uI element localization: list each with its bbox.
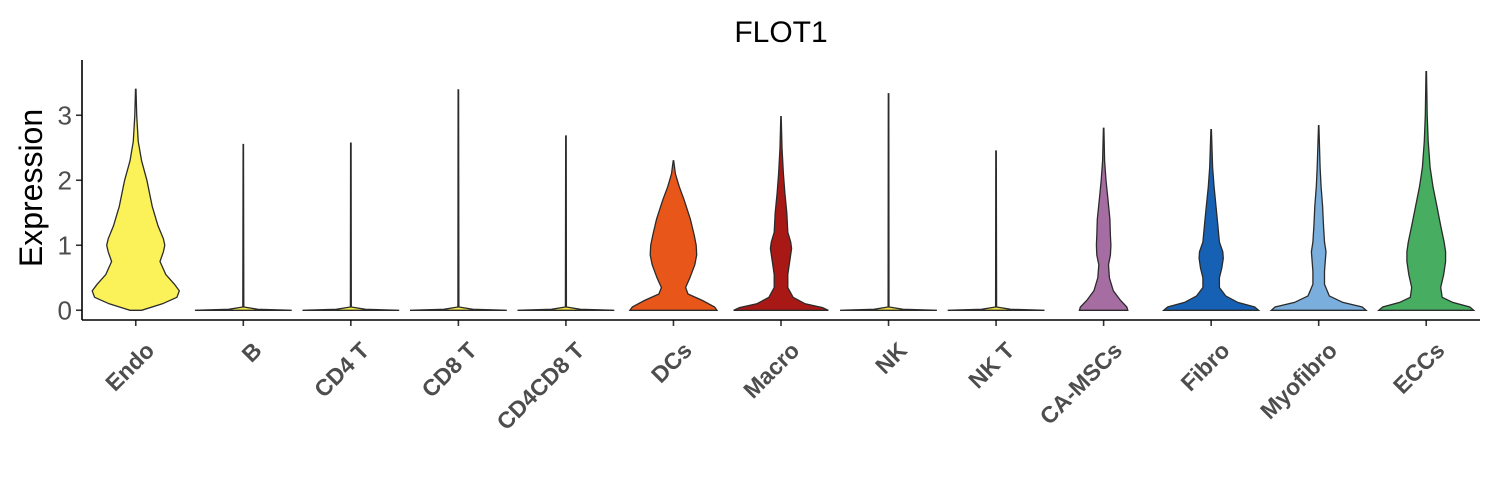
x-tick-label-myofibro: Myofibro — [1255, 337, 1342, 424]
x-tick-label-ca-mscs: CA-MSCs — [1035, 337, 1127, 429]
violin-cd4-t — [302, 142, 400, 311]
violin-cd4cd8-t — [517, 135, 615, 311]
x-tick-label-fibro: Fibro — [1176, 337, 1235, 396]
x-tick-label-b: B — [237, 337, 267, 367]
y-tick-label: 2 — [58, 165, 72, 195]
violin-endo — [91, 88, 181, 311]
violin-fibro — [1161, 128, 1261, 311]
x-tick-label-dcs: DCs — [646, 337, 697, 388]
violin-macro — [733, 115, 829, 311]
violin-b — [194, 143, 292, 311]
x-tick-label-eccs: ECCs — [1388, 337, 1450, 399]
violin-eccs — [1377, 71, 1476, 311]
violins-group — [91, 71, 1476, 311]
x-tick-label-endo: Endo — [100, 337, 159, 396]
y-axis-ticks: 0 1 2 3 — [58, 100, 82, 325]
violin-ca-mscs — [1078, 127, 1129, 311]
y-tick-label: 3 — [58, 100, 72, 130]
x-tick-label-cd4cd8-t: CD4CD8 T — [491, 337, 589, 435]
violin-cd8-t — [409, 89, 507, 311]
y-tick-label: 0 — [58, 295, 72, 325]
x-tick-label-macro: Macro — [738, 337, 804, 403]
x-tick-label-nk: NK — [870, 337, 912, 379]
violin-myofibro — [1269, 125, 1368, 311]
chart-title: FLOT1 — [734, 16, 827, 49]
x-tick-label-nk-t: NK T — [963, 337, 1019, 393]
violin-nk-t — [947, 150, 1045, 311]
x-tick-label-cd4-t: CD4 T — [309, 337, 374, 402]
x-tick-label-cd8-t: CD8 T — [416, 337, 481, 402]
violin-dcs — [628, 160, 719, 311]
y-tick-label: 1 — [58, 230, 72, 260]
violin-nk — [840, 93, 937, 311]
x-axis-ticks: Endo B CD4 T CD8 T CD4CD8 T DCs Macro NK NK T CA-… — [100, 320, 1450, 435]
y-axis-label: Expression — [13, 109, 49, 267]
